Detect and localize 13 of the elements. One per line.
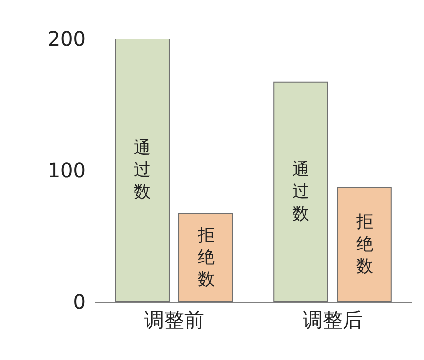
text: 通过数 [292,160,310,224]
y-tick-label: 0 [73,290,86,314]
bar [274,82,328,302]
series-label: 拒绝数 [196,226,215,290]
series-label: 通过数 [134,138,152,203]
bar [115,39,170,302]
y-tick-label: 100 [48,158,86,182]
bar [178,213,234,302]
text: 拒绝数 [356,212,374,277]
x-tick-label: 调整前 [144,308,204,332]
bar [337,187,392,302]
x-tick-label: 调整后 [302,308,363,332]
y-tick-label: 200 [48,27,86,51]
